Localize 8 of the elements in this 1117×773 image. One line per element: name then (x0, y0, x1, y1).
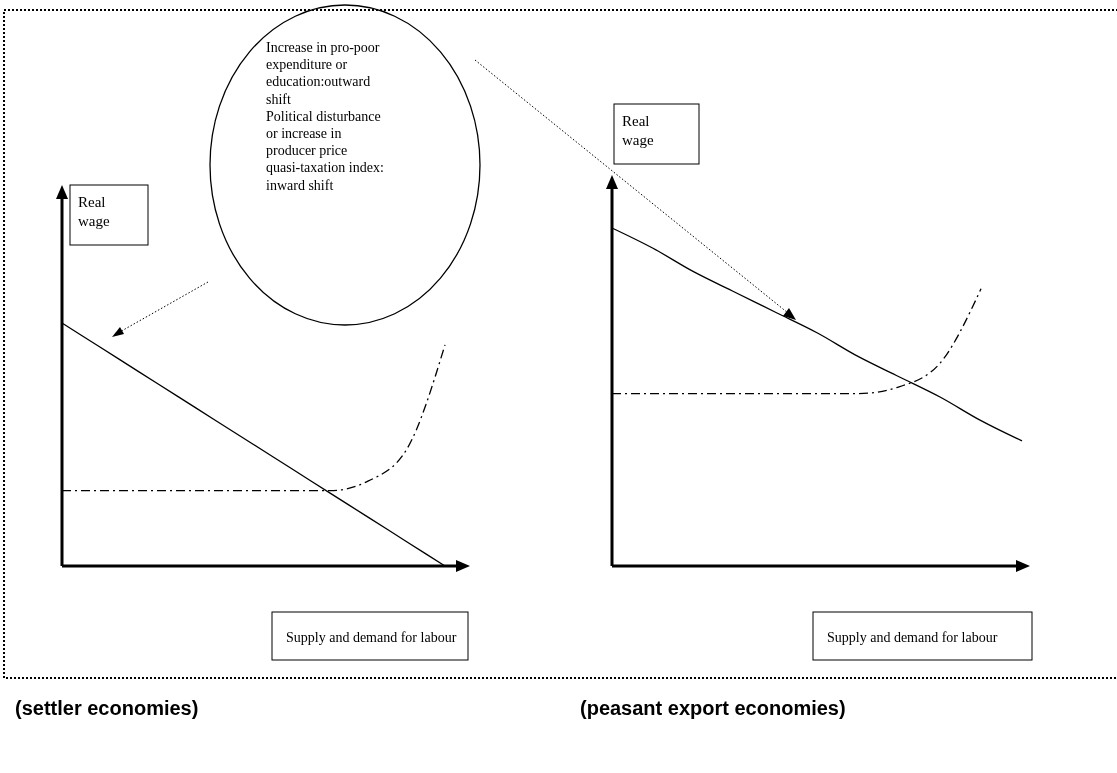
x-axis-title: Supply and demand for labour (286, 630, 457, 645)
text: Increase in pro-poor expenditure or education:outward shift (266, 40, 380, 107)
text: (peasant export economies) (580, 697, 846, 719)
text: (settler economies) (15, 697, 199, 719)
y-axis-title: Real wage (78, 194, 110, 229)
y-axis-title: Real wage (622, 113, 654, 148)
x-axis-title: Supply and demand for labour (827, 630, 998, 645)
text: Political disturbance or increase in producer price quasi-taxation index: inward shift (266, 108, 384, 193)
